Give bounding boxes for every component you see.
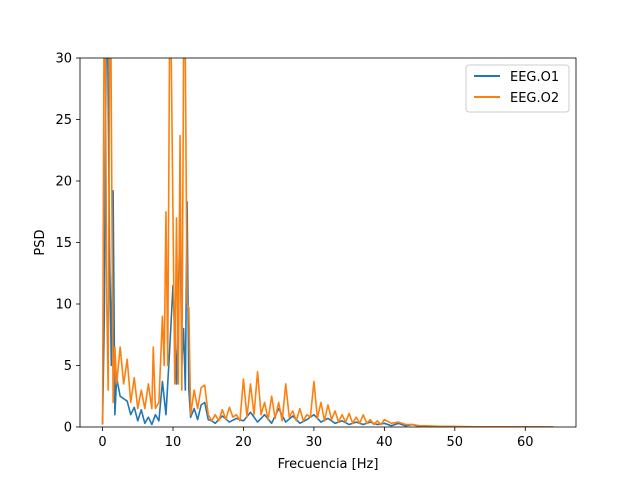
x-tick-label: 0 (98, 435, 106, 450)
series-line-eeg-o2 (101, 58, 554, 427)
x-tick-label: 10 (165, 435, 182, 450)
y-axis-label: PSD (33, 229, 48, 255)
x-tick-label: 20 (235, 435, 252, 450)
series-line-eeg-o1 (101, 58, 554, 427)
x-tick-label: 60 (517, 435, 534, 450)
x-tick-label: 30 (306, 435, 323, 450)
y-tick-label: 15 (55, 236, 72, 251)
x-axis: 0 10 20 30 40 50 60 (98, 427, 534, 450)
legend-label-eeg-o2: EEG.O2 (510, 91, 559, 106)
plot-background (80, 58, 576, 427)
legend: EEG.O1 EEG.O2 (465, 64, 570, 113)
y-tick-label: 20 (55, 175, 72, 190)
y-tick-label: 30 (55, 52, 72, 67)
x-tick-label: 50 (447, 435, 464, 450)
y-tick-label: 0 (64, 421, 72, 436)
x-tick-label: 40 (376, 435, 393, 450)
y-tick-label: 5 (64, 359, 72, 374)
y-tick-label: 10 (55, 298, 72, 313)
y-axis: 0 5 10 15 20 25 30 (55, 52, 80, 436)
x-axis-label: Frecuencia [Hz] (278, 457, 379, 472)
y-tick-label: 25 (55, 113, 72, 128)
legend-label-eeg-o1: EEG.O1 (510, 70, 559, 85)
series-layer (101, 58, 554, 427)
